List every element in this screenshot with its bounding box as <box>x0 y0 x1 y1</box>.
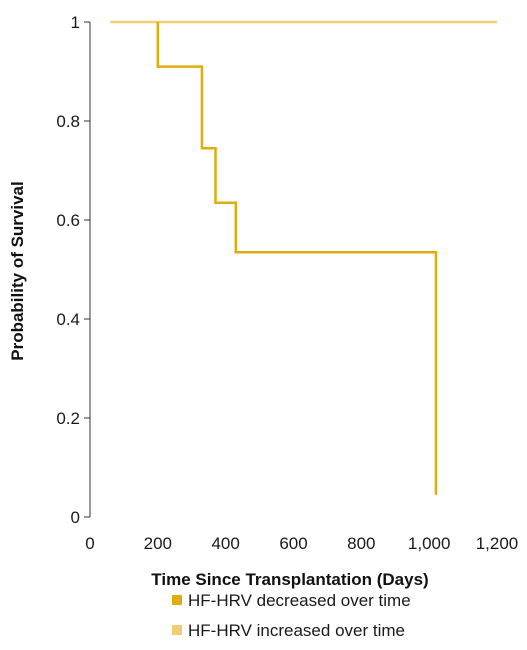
x-axis-title: Time Since Transplantation (Days) <box>151 570 428 589</box>
legend-label: HF-HRV decreased over time <box>188 591 411 610</box>
x-ticks: 0 200 400 600 800 1,000 1,200 <box>85 534 518 553</box>
x-tick-label: 0 <box>85 534 94 553</box>
series-line <box>156 22 438 495</box>
x-tick-label: 200 <box>144 534 172 553</box>
series-layer <box>110 20 497 495</box>
x-tick-label: 1,000 <box>408 534 451 553</box>
y-tick-label: 0.6 <box>56 211 80 230</box>
y-tick-label: 0.4 <box>56 310 80 329</box>
legend-swatch <box>172 625 182 635</box>
legend: HF-HRV decreased over time HF-HRV increas… <box>172 591 411 640</box>
axes: 0 0.2 0.4 0.6 0.8 1 0 200 400 600 800 1,000 1,200 <box>56 13 518 553</box>
legend-swatch <box>172 595 182 605</box>
y-tick-label: 1 <box>71 13 80 32</box>
x-tick-label: 1,200 <box>476 534 519 553</box>
legend-label: HF-HRV increased over time <box>188 621 405 640</box>
y-tick-label: 0.8 <box>56 112 80 131</box>
y-ticks: 0 0.2 0.4 0.6 0.8 1 <box>56 13 90 527</box>
y-axis-title: Probability of Survival <box>8 181 27 361</box>
x-tick-label: 600 <box>279 534 307 553</box>
x-tick-label: 800 <box>347 534 375 553</box>
y-tick-label: 0.2 <box>56 409 80 428</box>
x-tick-label: 400 <box>211 534 239 553</box>
y-tick-label: 0 <box>71 508 80 527</box>
